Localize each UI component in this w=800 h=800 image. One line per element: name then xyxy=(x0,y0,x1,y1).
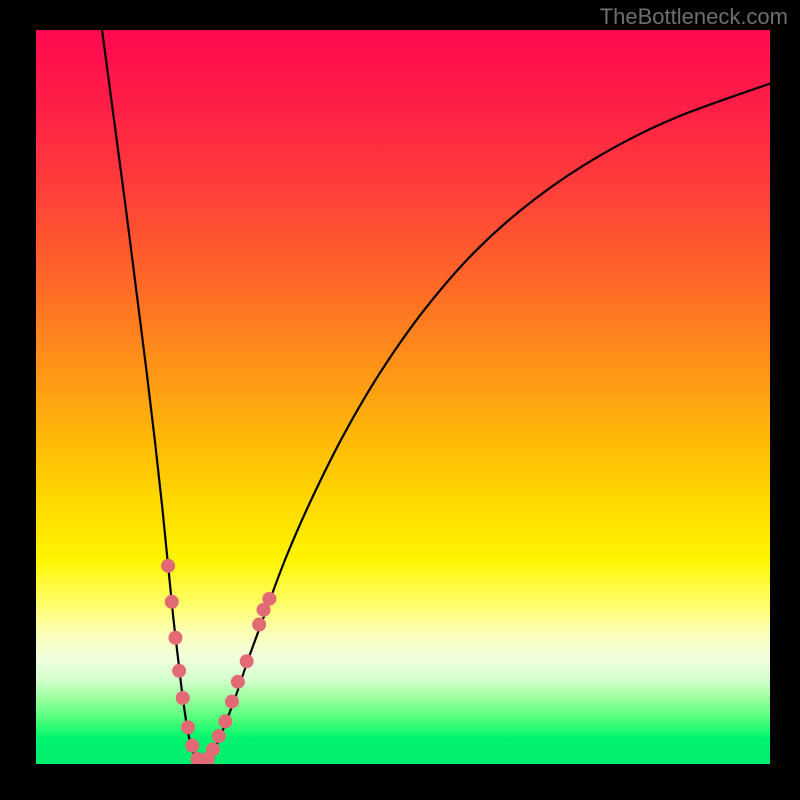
curve-marker xyxy=(206,742,220,756)
curve-marker xyxy=(212,729,226,743)
plot-background-gradient xyxy=(36,30,770,764)
figure-root: TheBottleneck.com xyxy=(0,0,800,800)
curve-marker xyxy=(252,618,266,632)
curve-marker xyxy=(176,691,190,705)
curve-marker xyxy=(231,675,245,689)
curve-marker xyxy=(257,603,271,617)
source-watermark: TheBottleneck.com xyxy=(600,4,788,30)
curve-marker xyxy=(225,695,239,709)
curve-marker xyxy=(240,654,254,668)
curve-marker xyxy=(165,595,179,609)
curve-marker xyxy=(172,664,186,678)
curve-marker xyxy=(185,739,199,753)
bottleneck-curve-plot xyxy=(0,0,800,800)
curve-marker xyxy=(161,559,175,573)
curve-marker xyxy=(168,631,182,645)
curve-marker xyxy=(181,720,195,734)
curve-marker xyxy=(218,714,232,728)
